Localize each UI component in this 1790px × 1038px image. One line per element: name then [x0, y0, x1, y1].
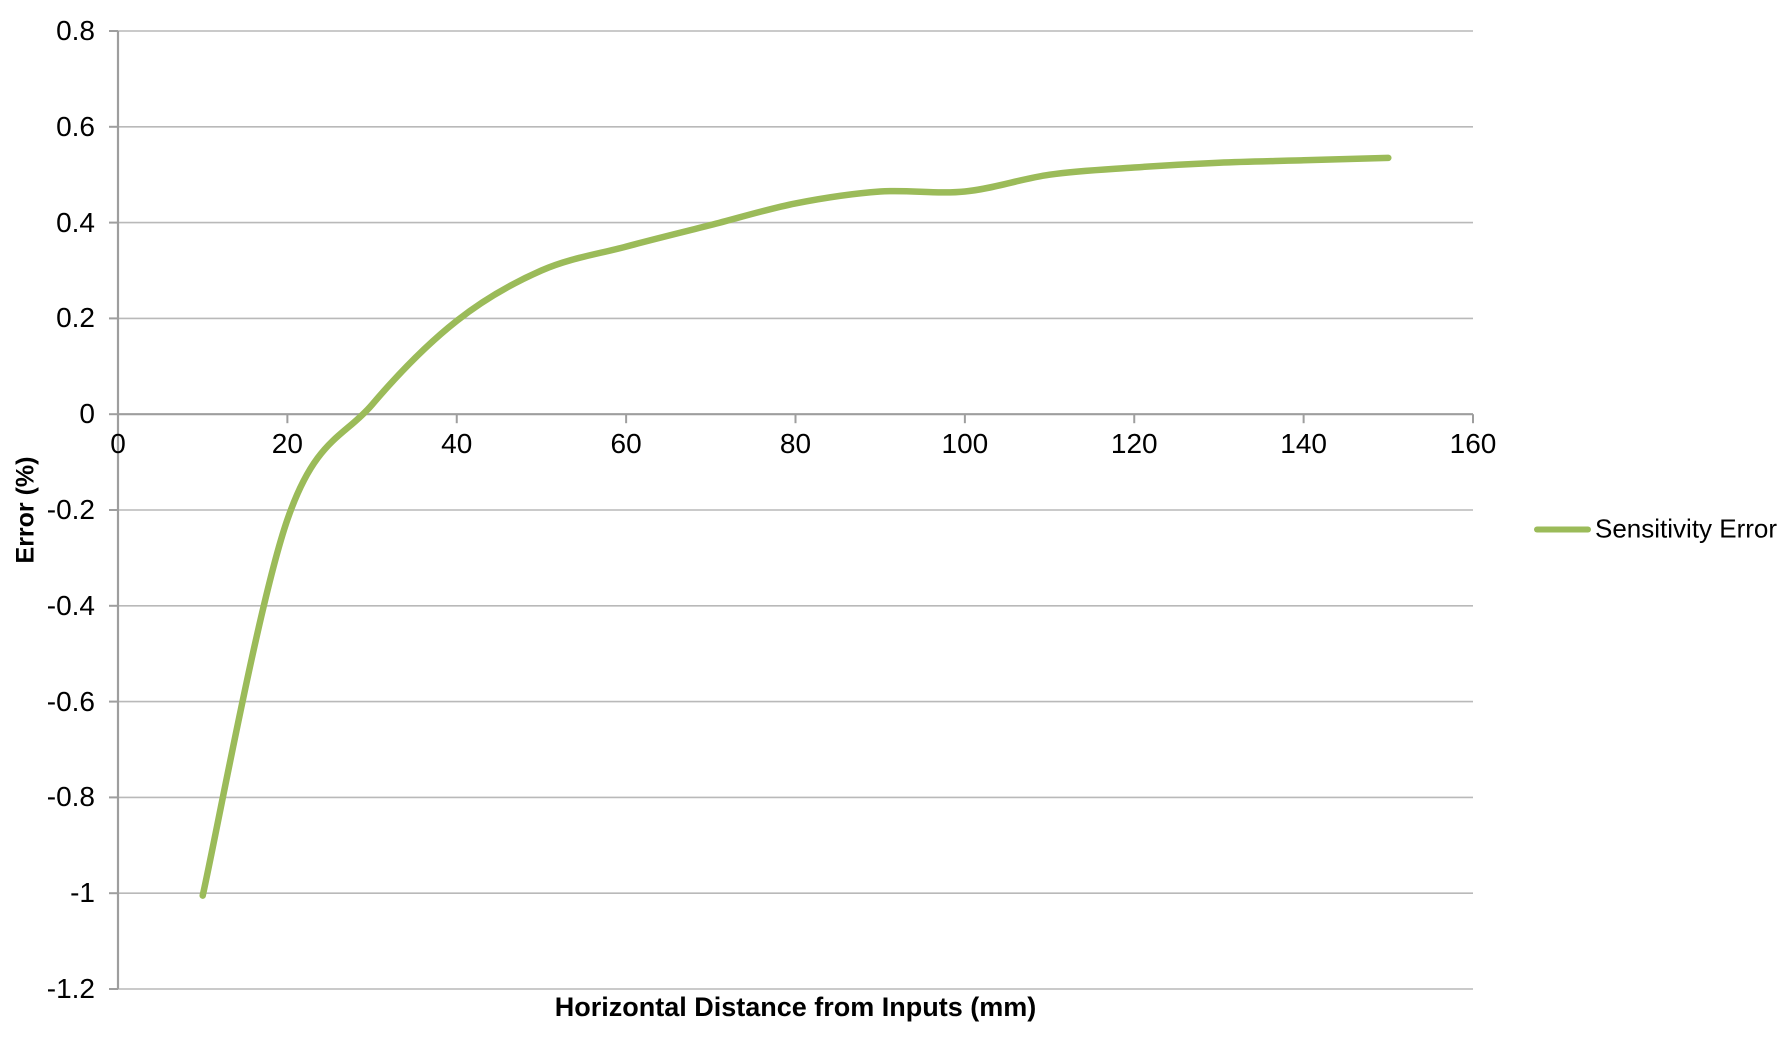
y-axis-title: Error (%) [11, 456, 40, 564]
y-tick-label: -1 [70, 877, 95, 909]
y-tick-label: 0.8 [56, 15, 95, 46]
legend: Sensitivity Error [1534, 514, 1777, 545]
x-tick-label: 80 [779, 428, 812, 460]
x-tick-label: 0 [110, 428, 126, 460]
y-tick-label: -0.4 [46, 589, 95, 621]
y-tick-label: -0.6 [46, 685, 95, 717]
x-tick-label: 20 [271, 428, 303, 460]
x-tick-label: 100 [941, 428, 989, 460]
y-tick-label: 0.2 [56, 302, 95, 334]
legend-line-marker [1534, 526, 1591, 532]
x-axis-title: Horizontal Distance from Inputs (mm) [554, 992, 1037, 1022]
y-tick-label: 0 [79, 398, 95, 430]
x-tick-label: 160 [1449, 428, 1497, 460]
y-tick-label: 0.4 [56, 206, 95, 238]
y-tick-label: 0.6 [56, 110, 95, 142]
x-tick-label: 140 [1280, 428, 1327, 460]
series-line-sensitivity-error [199, 154, 1392, 899]
x-tick-label: 60 [610, 428, 642, 460]
x-tick-label: 40 [441, 428, 473, 460]
legend-label: Sensitivity Error [1595, 513, 1778, 544]
y-tick-label: -0.8 [46, 781, 95, 813]
y-tick-label: -1.2 [46, 973, 95, 1004]
x-tick-label: 120 [1110, 428, 1158, 460]
y-tick-label: -0.2 [46, 494, 95, 525]
